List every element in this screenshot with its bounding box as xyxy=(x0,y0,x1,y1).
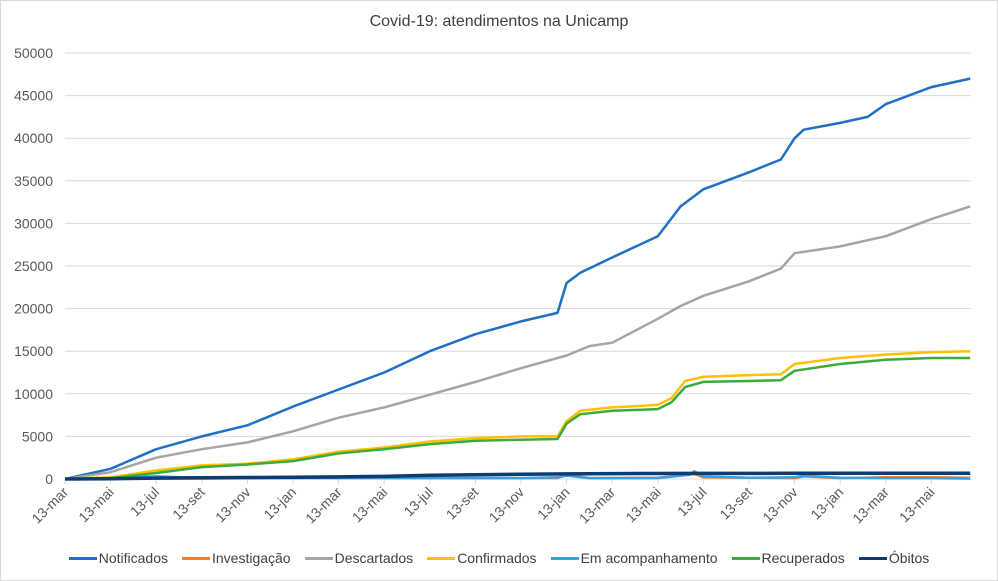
legend-label: Confirmados xyxy=(457,550,537,566)
x-tick-label: 13-mai xyxy=(75,484,117,526)
x-tick-label: 13-nov xyxy=(212,484,254,526)
legend-label: Recuperados xyxy=(761,550,845,566)
x-tick-label: 13-set xyxy=(716,484,755,523)
y-tick-label: 0 xyxy=(45,471,53,487)
y-tick-label: 10000 xyxy=(14,386,53,402)
y-tick-label: 35000 xyxy=(14,173,53,189)
x-tick-label: 13-jul xyxy=(400,484,436,520)
legend: Notificados Investigação Descartados Confir… xyxy=(1,550,997,566)
series-line-notificados xyxy=(64,77,971,481)
x-tick-label: 13-mar xyxy=(28,484,71,527)
y-tick-label: 45000 xyxy=(14,88,53,104)
legend-item: Notificados xyxy=(68,550,168,566)
x-tick-label: 13-mar xyxy=(302,484,345,527)
x-tick-label: 13-set xyxy=(169,484,208,523)
legend-swatch xyxy=(304,556,333,560)
y-tick-label: 30000 xyxy=(14,215,53,231)
legend-swatch xyxy=(68,556,97,560)
x-tick-label: 13-nov xyxy=(759,484,801,526)
legend-label: Descartados xyxy=(334,550,414,566)
x-tick-label: 13-jan xyxy=(260,484,299,523)
legend-item: Confirmados xyxy=(427,550,537,566)
legend-swatch xyxy=(427,556,456,560)
legend-label: Notificados xyxy=(98,550,168,566)
y-tick-label: 25000 xyxy=(14,258,53,274)
x-tick-label: 13-mai xyxy=(349,484,391,526)
chart-title: Covid-19: atendimentos na Unicamp xyxy=(369,13,629,30)
legend-swatch xyxy=(550,556,579,560)
y-tick-label: 50000 xyxy=(14,45,53,61)
legend-label: Óbitos xyxy=(888,550,930,566)
legend-item: Descartados xyxy=(304,550,414,566)
legend-label: Investigação xyxy=(211,550,291,566)
legend-item: Investigação xyxy=(181,550,291,566)
x-tick-label: 13-mar xyxy=(576,484,619,527)
x-tick-label: 13-jan xyxy=(807,484,846,523)
x-tick-label: 13-mai xyxy=(896,484,938,526)
x-tick-label: 13-nov xyxy=(486,484,528,526)
legend-item: Recuperados xyxy=(731,550,845,566)
y-tick-label: 20000 xyxy=(14,301,53,317)
legend-swatch xyxy=(858,556,887,560)
legend-item: Em acompanhamento xyxy=(550,550,718,566)
legend-swatch xyxy=(181,556,210,560)
series-line-recuperados xyxy=(64,356,971,481)
x-tick-label: 13-mai xyxy=(622,484,664,526)
series-line-descartados xyxy=(64,205,971,481)
x-tick-label: 13-jan xyxy=(534,484,573,523)
y-tick-label: 15000 xyxy=(14,343,53,359)
x-tick-label: 13-set xyxy=(443,484,482,523)
legend-item: Óbitos xyxy=(858,550,930,566)
x-tick-label: 13-jul xyxy=(127,484,163,520)
legend-label: Em acompanhamento xyxy=(580,550,718,566)
series-line-óbitos xyxy=(64,471,971,481)
x-tick-label: 13-jul xyxy=(674,484,710,520)
y-tick-label: 5000 xyxy=(22,428,53,444)
x-tick-label: 13-mar xyxy=(849,484,892,527)
legend-swatch xyxy=(731,556,760,560)
y-tick-label: 40000 xyxy=(14,130,53,146)
